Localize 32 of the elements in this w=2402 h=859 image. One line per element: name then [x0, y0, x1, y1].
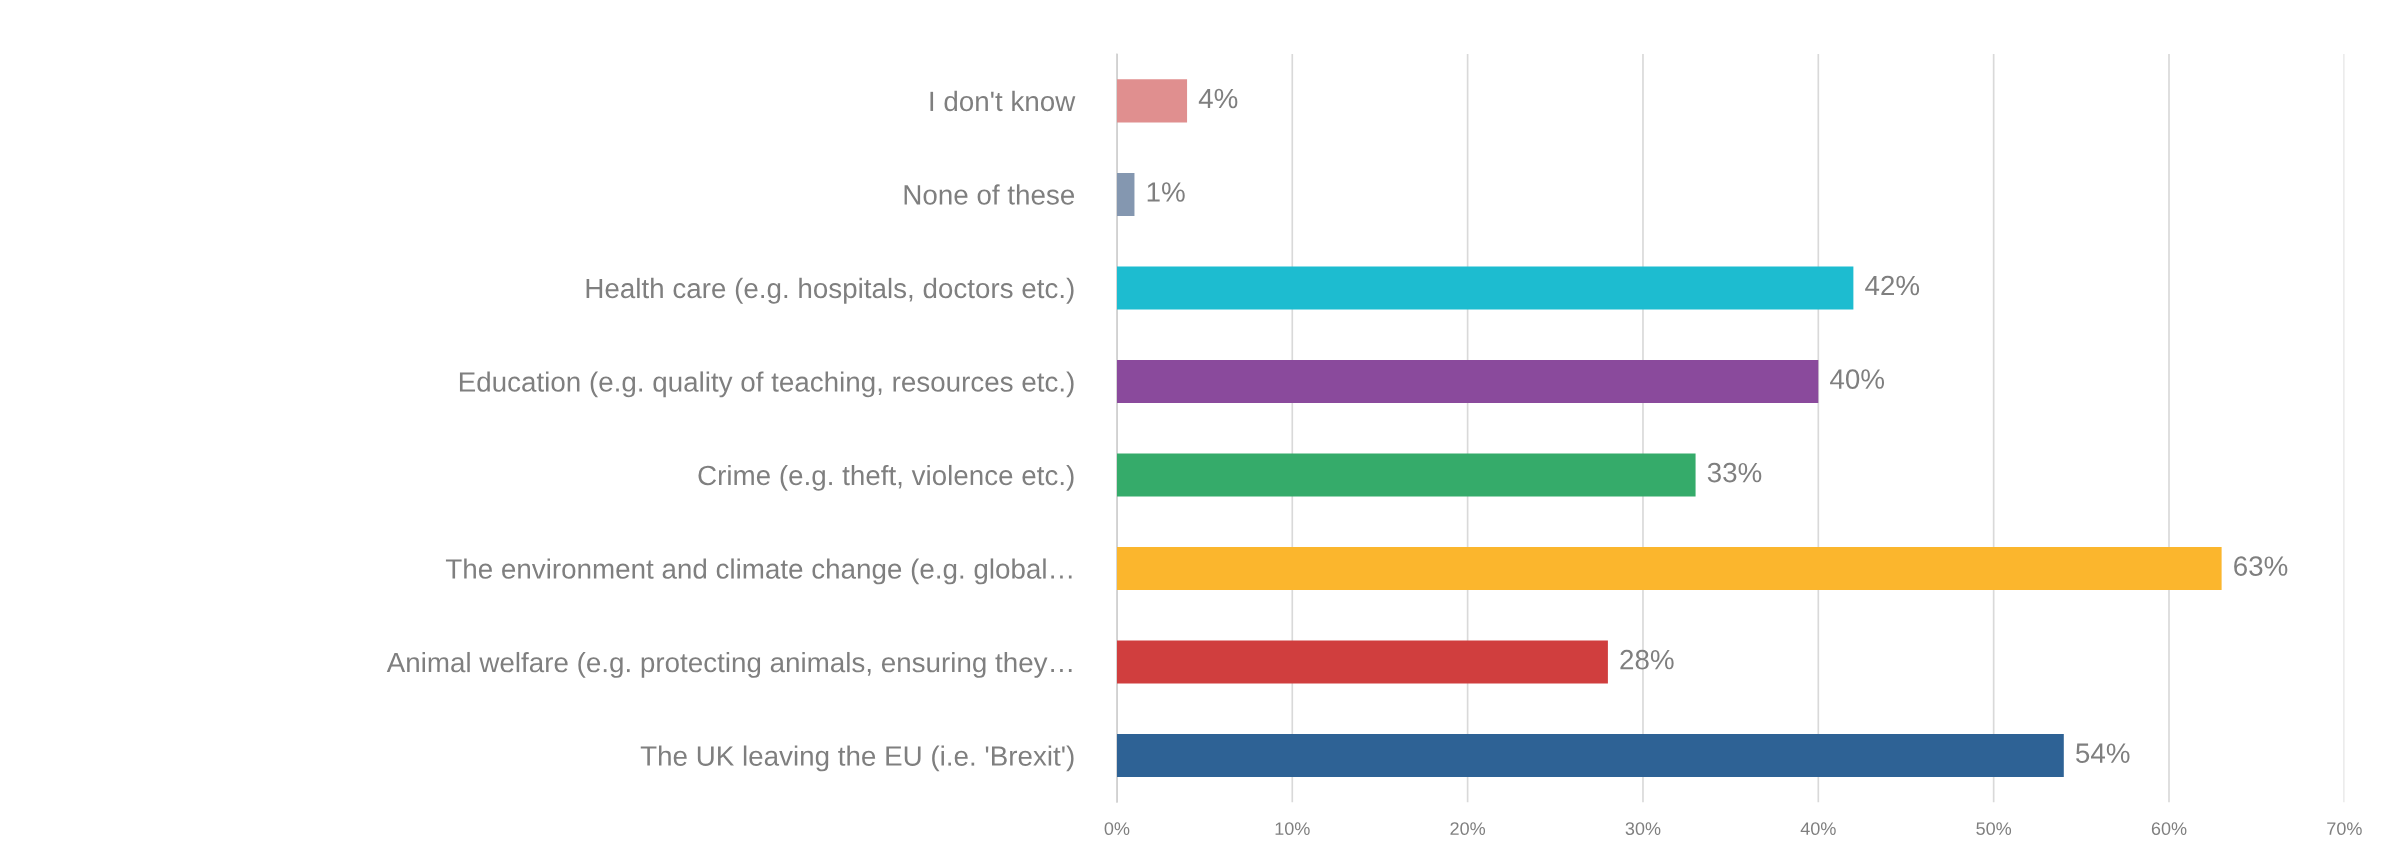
x-tick-label: 70% [2327, 822, 2362, 836]
data-label: 28% [1620, 649, 1674, 670]
bar [1116, 172, 1135, 216]
data-label: 4% [1198, 88, 1238, 109]
data-label: 54% [2076, 743, 2130, 763]
x-tick-label: 20% [1450, 822, 1486, 836]
data-label: 63% [2234, 556, 2288, 576]
data-label: 1% [1147, 182, 1185, 202]
x-tick-label: 60% [2151, 822, 2187, 836]
y-tick-label: The UK leaving the EU (i.e. 'Brexit') [640, 745, 1074, 772]
y-tick-label: None of these [904, 184, 1075, 205]
data-label: 33% [1707, 462, 1762, 483]
bar [1116, 359, 1819, 403]
x-tick-label: 50% [1976, 822, 2012, 836]
y-tick-label: Health care (e.g. hospitals, doctors etc.) [586, 277, 1074, 304]
data-label: 42% [1865, 275, 1920, 296]
x-tick-label: 10% [1275, 822, 1310, 836]
bar [1116, 734, 2064, 778]
y-tick-label: Crime (e.g. theft, violence etc.) [698, 464, 1074, 491]
x-tick-label: 40% [1800, 822, 1836, 836]
x-tick-label: 0% [1104, 822, 1130, 836]
bar [1116, 79, 1188, 123]
y-tick-label: I don't know [930, 90, 1076, 112]
x-tick-label: 30% [1625, 822, 1661, 836]
data-label: 40% [1830, 369, 1885, 389]
y-tick-label: The environment and climate change (e.g. global… [445, 558, 1072, 585]
bar [1116, 266, 1854, 310]
bar [1116, 453, 1696, 497]
bar [1116, 640, 1608, 684]
y-tick-label: Education (e.g. quality of teaching, resources etc.) [459, 371, 1074, 398]
y-tick-label: Animal welfare (e.g. protecting animals, ensuring they… [386, 651, 1072, 678]
bar [1116, 546, 2222, 591]
